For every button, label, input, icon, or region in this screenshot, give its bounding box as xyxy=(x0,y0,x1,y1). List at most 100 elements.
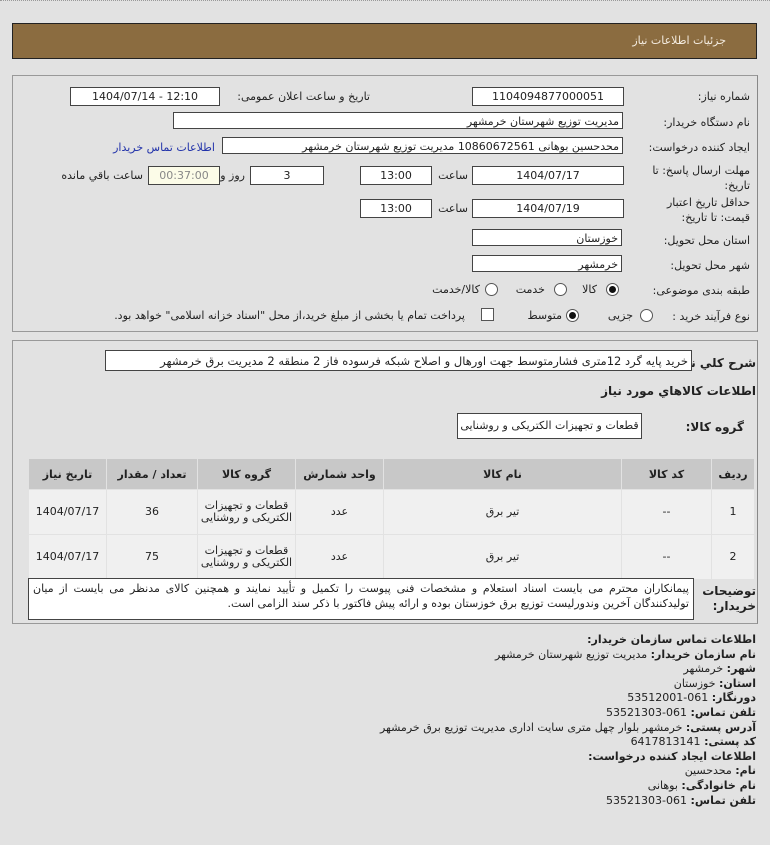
contact-key: آدرس پستی: xyxy=(685,720,756,734)
contact-value: 061-53521303 xyxy=(606,793,688,807)
category-service-radio[interactable] xyxy=(554,283,567,296)
validity-time-label: ساعت xyxy=(438,202,468,215)
contact-value: محدحسین xyxy=(684,764,732,778)
contact-line: استان: خوزستان xyxy=(380,677,756,692)
contact-title: اطلاعات تماس سازمان خریدار: xyxy=(587,633,756,646)
contact-key: نام سازمان خریدار: xyxy=(650,647,756,661)
remaining-time-field: 00:37:00 xyxy=(148,166,220,185)
cell-code: -- xyxy=(621,534,712,580)
contact-value: 6417813141 xyxy=(630,735,701,749)
contact-key: کد پستی: xyxy=(704,735,756,749)
cell-group: قطعات و تجهیزات الکتریکی و روشنایی xyxy=(197,489,296,535)
goods-group-field: قطعات و تجهیزات الکتریکی و روشنایی xyxy=(457,413,642,439)
deadline-time-field: 13:00 xyxy=(360,166,432,185)
contact-value: 061-53512001 xyxy=(627,691,709,705)
page-header: جزئیات اطلاعات نیاز xyxy=(12,23,757,59)
process-minor-label: جزیی xyxy=(607,309,633,322)
cell-qty: 75 xyxy=(106,534,198,580)
contact-key: تلفن تماس: xyxy=(690,793,756,807)
process-medium-label: متوسط xyxy=(527,309,562,322)
contact-line: کد پستی: 6417813141 xyxy=(380,735,756,750)
buyer-label: نام دستگاه خریدار: xyxy=(663,116,750,129)
category-service-label: خدمت xyxy=(515,283,545,296)
cell-group: قطعات و تجهیزات الکتریکی و روشنایی xyxy=(197,534,296,580)
buyer-field: مدیریت توزیع شهرستان خرمشهر xyxy=(173,112,623,129)
goods-title: اطلاعات کالاهاي مورد نیاز xyxy=(601,384,756,398)
need-number-field: 1104094877000051 xyxy=(472,87,624,106)
category-label: طبقه بندی موضوعی: xyxy=(652,284,750,297)
top-divider xyxy=(0,0,770,1)
goods-group-label: گروه کالا: xyxy=(685,420,744,434)
process-medium-radio[interactable] xyxy=(566,309,579,322)
province-label: استان محل تحویل: xyxy=(663,234,750,247)
goods-table: ردیف کد کالا نام کالا واحد شمارش گروه کا… xyxy=(28,458,755,580)
contact-line: نام: محدحسین xyxy=(380,764,756,779)
table-row: 2 -- تیر برق عدد قطعات و تجهیزات الکتریکی و … xyxy=(28,534,755,580)
contact-line: دورنگار: 061-53512001 xyxy=(380,691,756,706)
cell-code: -- xyxy=(621,489,712,535)
cell-unit: عدد xyxy=(295,534,384,580)
announce-field: 1404/07/14 - 12:10 xyxy=(70,87,220,106)
process-minor-radio[interactable] xyxy=(640,309,653,322)
contact-line: شهر: خرمشهر xyxy=(380,662,756,677)
contact-line: نام خانوادگی: بوهانی xyxy=(380,779,756,794)
col-name: نام کالا xyxy=(383,458,622,490)
goods-panel xyxy=(12,340,758,624)
contact-key: نام خانوادگی: xyxy=(681,778,756,792)
contact-value: خرمشهر xyxy=(683,662,724,676)
city-label: شهر محل تحویل: xyxy=(670,259,750,272)
notes-field: پیمانکاران محترم می بایست اسناد استعلام … xyxy=(28,578,694,620)
need-info-panel xyxy=(12,75,758,332)
contact-key: نام: xyxy=(735,764,756,778)
contact-key: استان: xyxy=(719,676,756,690)
process-label: نوع فرآیند خرید : xyxy=(672,310,750,323)
contact-value: 061-53521303 xyxy=(606,705,688,719)
contact-key: شهر: xyxy=(726,662,756,676)
remaining-label: ساعت باقي مانده xyxy=(61,169,143,182)
cell-row: 2 xyxy=(711,534,755,580)
validity-date-field: 1404/07/19 xyxy=(472,199,624,218)
need-number-label: شماره نیاز: xyxy=(697,90,750,103)
category-both-radio[interactable] xyxy=(485,283,498,296)
col-group: گروه کالا xyxy=(197,458,296,490)
contact-line: تلفن تماس: 061-53521303 xyxy=(380,794,756,809)
category-goods-radio[interactable] xyxy=(606,283,619,296)
summary-field: خرید پایه گرد 12متری فشارمتوسط جهت اورها… xyxy=(105,350,692,371)
days-label: روز و xyxy=(220,169,245,182)
province-field: خوزستان xyxy=(472,229,622,246)
creator-info-title: اطلاعات ایجاد کننده درخواست: xyxy=(588,749,756,763)
category-goods-label: کالا xyxy=(582,283,597,296)
contact-value: مدیریت توزیع شهرستان خرمشهر xyxy=(494,647,648,661)
table-header-row: ردیف کد کالا نام کالا واحد شمارش گروه کا… xyxy=(28,458,755,490)
validity-label: حداقل تاریخ اعتبار قیمت: تا تاریخ: xyxy=(666,196,750,224)
city-field: خرمشهر xyxy=(472,255,622,272)
contact-value: خوزستان xyxy=(673,676,716,690)
contact-value: بوهانی xyxy=(647,778,678,792)
deadline-date-field: 1404/07/17 xyxy=(472,166,624,185)
treasury-payment-label: پرداخت تمام یا بخشی از مبلغ خرید،از محل … xyxy=(114,309,465,322)
cell-row: 1 xyxy=(711,489,755,535)
creator-field: محدحسین بوهانی 10860672561 مدیریت توزیع … xyxy=(222,137,623,154)
buyer-contact-link[interactable]: اطلاعات تماس خریدار xyxy=(113,141,215,154)
deadline-time-label: ساعت xyxy=(438,169,468,182)
cell-name: تیر برق xyxy=(383,489,622,535)
cell-name: تیر برق xyxy=(383,534,622,580)
notes-label: توضیحات خریدار: xyxy=(702,584,756,613)
treasury-payment-checkbox[interactable] xyxy=(481,308,494,321)
days-field: 3 xyxy=(250,166,324,185)
contact-key: تلفن تماس: xyxy=(690,705,756,719)
page-title: جزئیات اطلاعات نیاز xyxy=(632,34,726,47)
col-date: تاریخ نیاز xyxy=(28,458,107,490)
table-row: 1 -- تیر برق عدد قطعات و تجهیزات الکتریکی و … xyxy=(28,489,755,535)
creator-label: ایجاد کننده درخواست: xyxy=(648,141,750,154)
contact-line: تلفن تماس: 061-53521303 xyxy=(380,706,756,721)
contact-key: دورنگار: xyxy=(711,691,756,705)
contact-line: آدرس پستی: خرمشهر بلوار چهل متری سایت اد… xyxy=(380,721,756,736)
validity-time-field: 13:00 xyxy=(360,199,432,218)
contact-value: خرمشهر بلوار چهل متری سایت اداری مدیریت … xyxy=(379,720,683,734)
buyer-contact-info: اطلاعات تماس سازمان خریدار: نام سازمان خ… xyxy=(380,633,756,808)
col-qty: تعداد / مقدار xyxy=(106,458,198,490)
category-both-label: کالا/خدمت xyxy=(432,283,480,296)
col-unit: واحد شمارش xyxy=(295,458,384,490)
deadline-label: مهلت ارسال پاسخ: تا تاریخ: xyxy=(652,164,750,192)
